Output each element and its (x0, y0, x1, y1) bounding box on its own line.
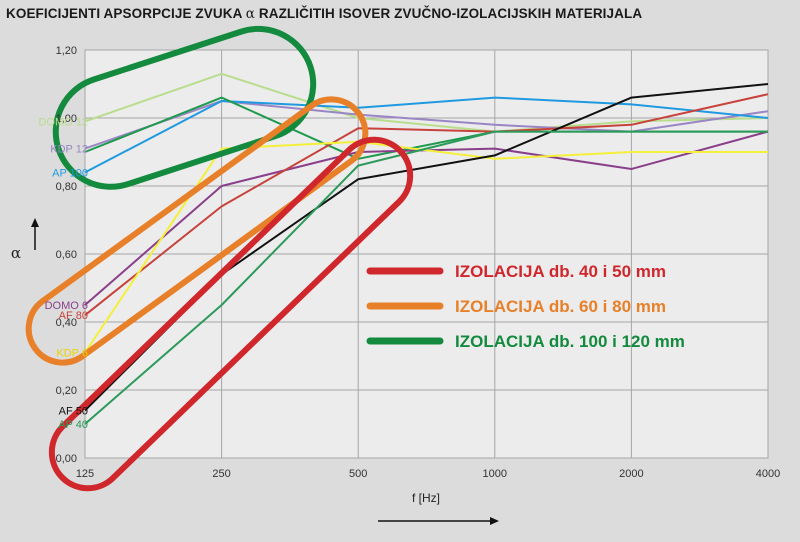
series-line-9 (84, 130, 768, 425)
y-tick-labels: 0,00 0,20 0,40 0,60 0,80 1,00 1,20 (56, 45, 77, 465)
highlight-shapes (25, 25, 414, 492)
series-line-7 (84, 140, 768, 354)
y-tick-label: 0,00 (56, 453, 77, 465)
x-tick-label: 4000 (756, 468, 780, 480)
x-tick-label: 125 (76, 468, 94, 480)
y-tick-label: 0,80 (56, 181, 77, 193)
series-label: AP 40 (58, 419, 88, 431)
title-part-2: RAZLIČITIH ISOVER ZVUČNO-IZOLACIJSKIH MA… (258, 6, 643, 21)
series-line-2 (84, 100, 769, 150)
x-tick-label: 1000 (483, 468, 507, 480)
legend-label: IZOLACIJA db. 100 i 120 mm (455, 332, 685, 351)
title-part-1: KOEFICIJENTI APSORPCIJE ZVUKA (6, 6, 242, 21)
y-tick-label: 0,60 (56, 249, 77, 261)
series-labels: DOMO 12 KDP 12 AP 100 DOMO 6AF 80 KDP 6 AF 50… (38, 116, 88, 431)
y-tick-label: 1,00 (56, 113, 77, 125)
legend-label: IZOLACIJA db. 40 i 50 mm (455, 262, 666, 281)
chart-title: KOEFICIJENTI APSORPCIJE ZVUKA α RAZLIČIT… (6, 6, 796, 22)
series-label: AP 100 (52, 167, 88, 179)
y-tick-label: 0,40 (56, 317, 77, 329)
highlight-red-ellipse (48, 136, 414, 492)
series-label: DOMO 6 (45, 300, 88, 312)
x-tick-label: 500 (349, 468, 367, 480)
series-label: DOMO 12 (38, 116, 88, 128)
series-label: KDP 6 (56, 348, 88, 360)
x-tick-label: 250 (212, 468, 230, 480)
title-alpha-symbol: α (245, 6, 256, 22)
y-axis-label: α (11, 244, 21, 262)
series-line-6 (84, 93, 769, 316)
legend-label: IZOLACIJA db. 60 i 80 mm (455, 297, 666, 316)
series-label: AF 50 (59, 405, 88, 417)
highlight-green-ellipse (52, 25, 317, 190)
series-label: KDP 12 (50, 144, 88, 156)
series-label: AF 80 (59, 310, 88, 322)
x-axis-arrow-head (490, 517, 499, 525)
series-layer (84, 72, 769, 425)
y-tick-label: 0,20 (56, 385, 77, 397)
series-line-3 (84, 96, 769, 174)
highlight-orange-ellipse (25, 96, 369, 366)
series-line-1 (84, 72, 769, 133)
x-axis-label: f [Hz] (412, 491, 440, 505)
y-axis-arrow-head (31, 218, 39, 227)
x-tick-labels: 125 250 500 1000 2000 4000 (76, 468, 780, 480)
x-tick-label: 2000 (619, 468, 643, 480)
legend: IZOLACIJA db. 40 i 50 mm IZOLACIJA db. 60… (366, 262, 685, 351)
y-tick-label: 1,20 (56, 45, 77, 57)
